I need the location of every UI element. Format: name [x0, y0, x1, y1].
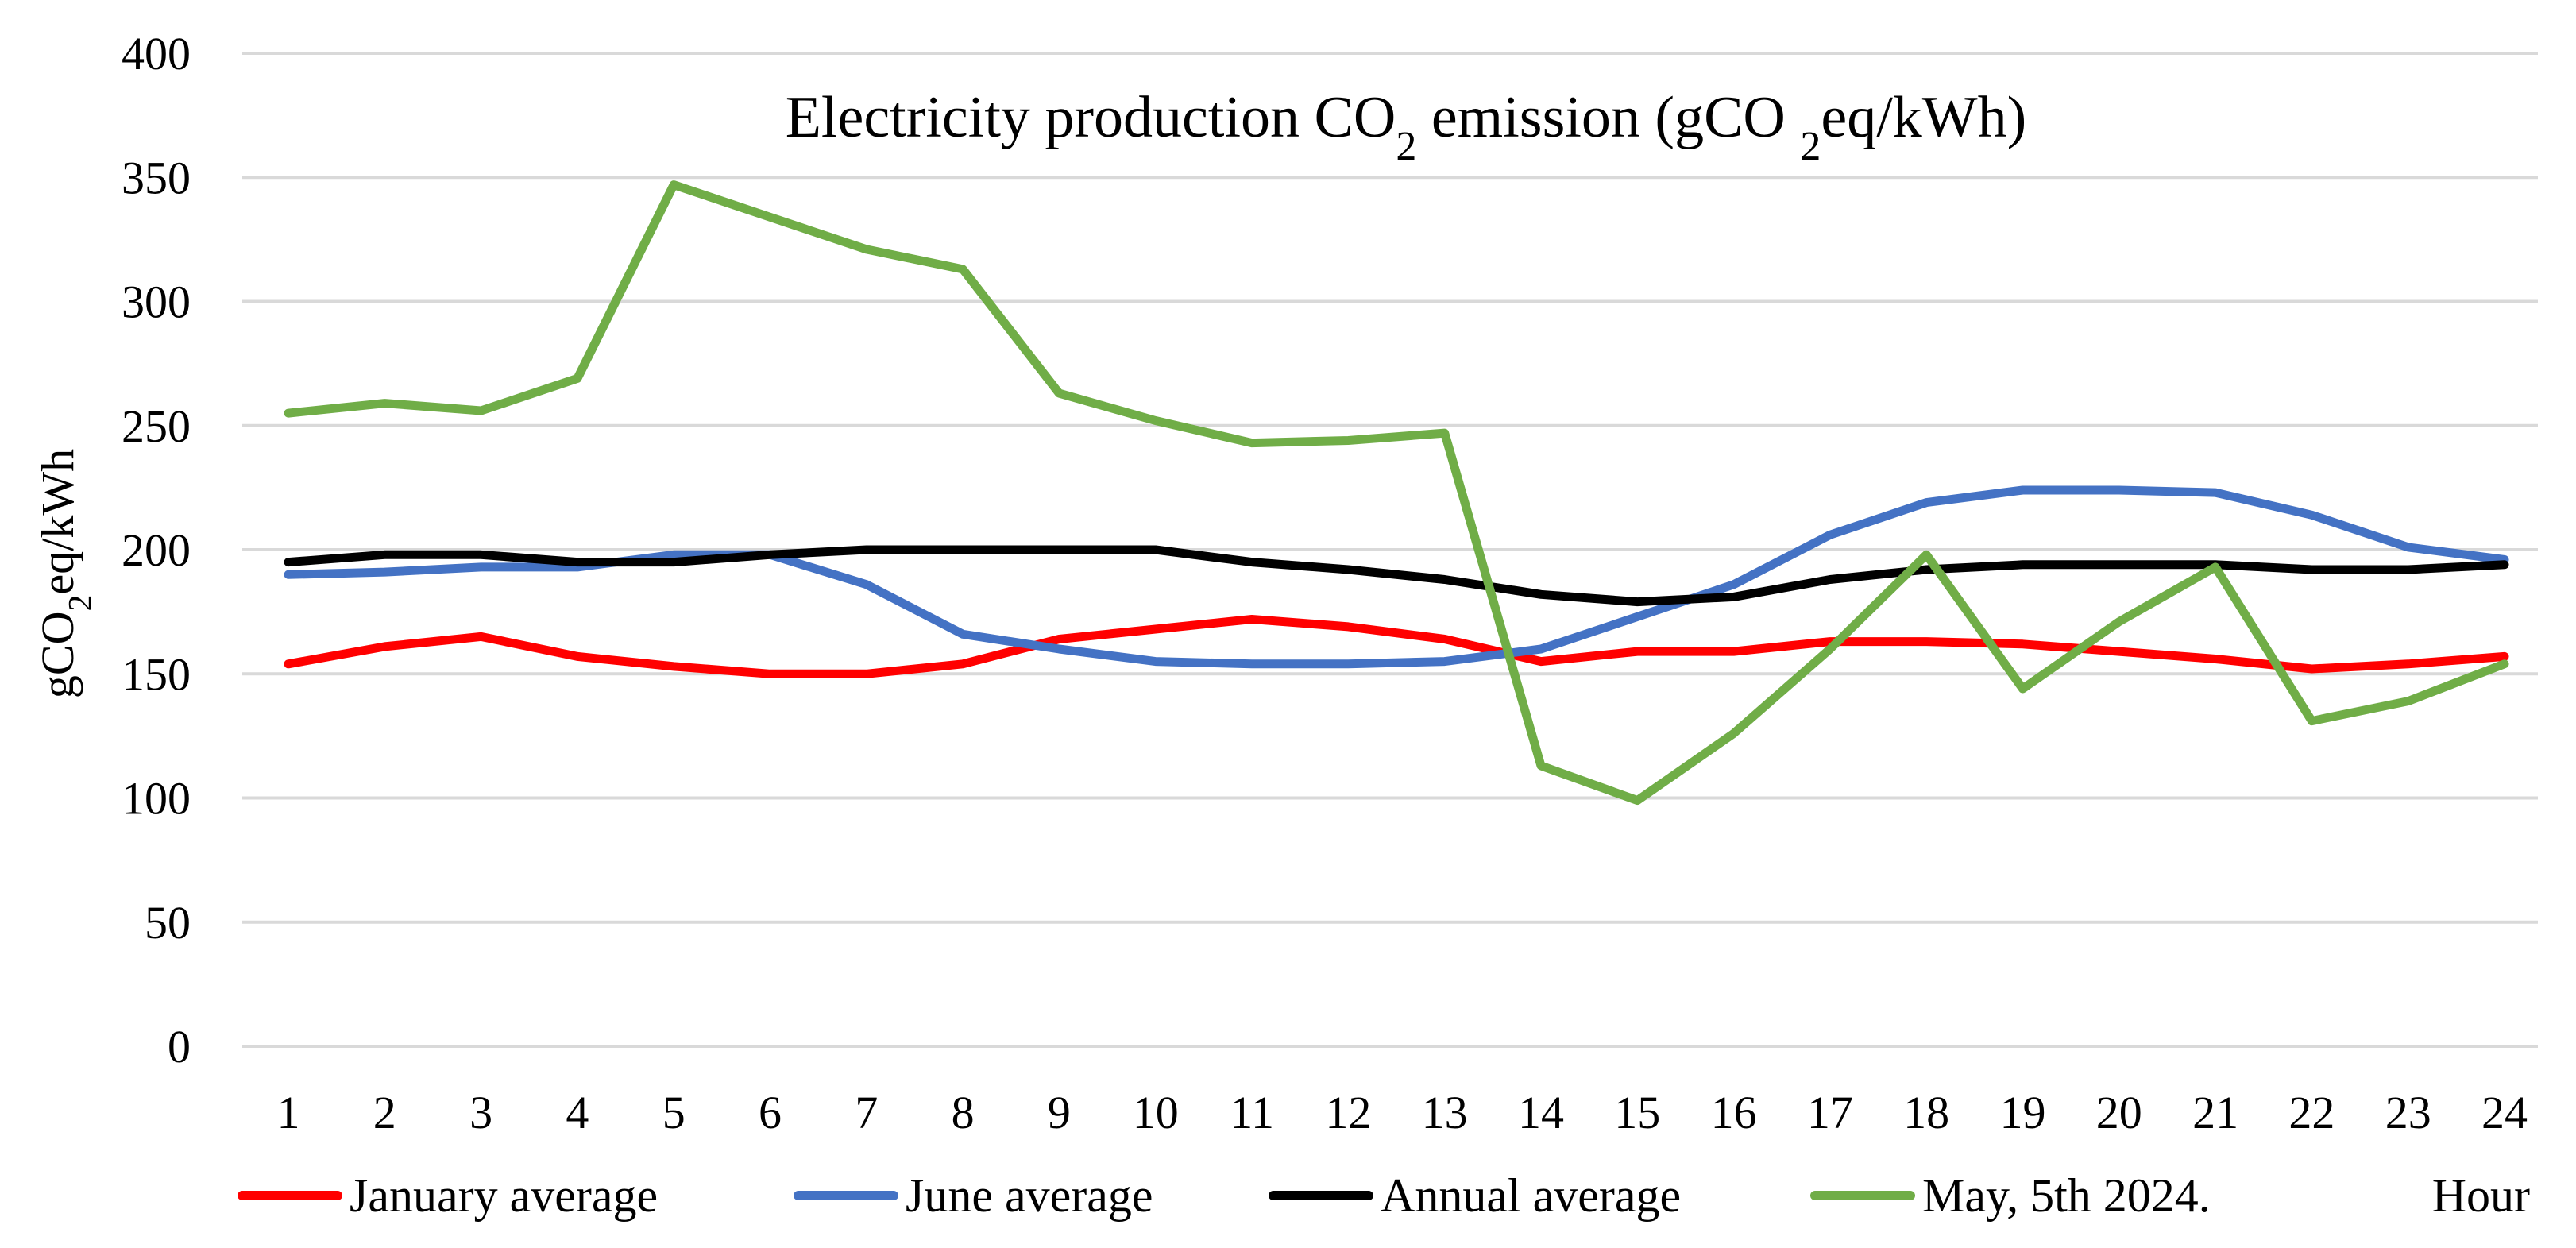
x-tick-label: 13: [1422, 1087, 1468, 1138]
series-line-3: [284, 545, 2509, 607]
legend: January average June average Annual averag…: [238, 1169, 2211, 1222]
y-tick-label: 300: [122, 276, 191, 328]
x-tick-label: 4: [566, 1087, 589, 1138]
x-axis-ticks: 1 2 3 4 5 6 7 8 9 10 11 12 13 14 15 16 17 18 19 20 21 22 23 24: [277, 1087, 2528, 1138]
x-tick-label: 19: [1999, 1087, 2045, 1138]
y-axis-ticks: 0 50 100 150 200 250 300 350 400: [122, 28, 191, 1072]
x-axis-label: Hour: [2432, 1169, 2530, 1222]
x-tick-label: 1: [277, 1087, 300, 1138]
x-tick-label: 15: [1614, 1087, 1660, 1138]
series-line-1: [284, 615, 2509, 678]
legend-label: June average: [906, 1169, 1153, 1222]
y-tick-label: 200: [122, 524, 191, 576]
x-tick-label: 16: [1711, 1087, 1757, 1138]
series-line-4: [284, 180, 2509, 806]
x-tick-label: 18: [1903, 1087, 1949, 1138]
y-tick-label: 400: [122, 28, 191, 79]
x-tick-label: 10: [1133, 1087, 1179, 1138]
x-tick-label: 7: [855, 1087, 878, 1138]
y-tick-label: 100: [122, 773, 191, 825]
x-tick-label: 12: [1325, 1087, 1371, 1138]
x-tick-label: 20: [2096, 1087, 2142, 1138]
chart-title: Electricity production CO2 emission (gCO…: [786, 85, 2027, 169]
gridlines: [242, 52, 2538, 1048]
x-tick-label: 8: [952, 1087, 975, 1138]
y-tick-label: 350: [122, 152, 191, 203]
legend-label: January average: [350, 1169, 658, 1222]
x-tick-label: 23: [2385, 1087, 2431, 1138]
series-lines: [284, 180, 2509, 806]
x-tick-label: 17: [1807, 1087, 1853, 1138]
x-tick-label: 21: [2192, 1087, 2238, 1138]
x-tick-label: 14: [1518, 1087, 1564, 1138]
x-tick-label: 2: [373, 1087, 396, 1138]
x-tick-label: 9: [1048, 1087, 1071, 1138]
y-tick-label: 50: [145, 897, 191, 949]
legend-label: May, 5th 2024.: [1922, 1169, 2211, 1222]
x-tick-label: 5: [662, 1087, 686, 1138]
y-tick-label: 250: [122, 400, 191, 452]
y-tick-label: 0: [168, 1021, 191, 1072]
series-line-2: [284, 485, 2509, 669]
x-tick-label: 22: [2288, 1087, 2335, 1138]
y-axis-label: gCO2eq/kWh: [32, 449, 99, 698]
legend-label: Annual average: [1381, 1169, 1681, 1222]
x-tick-label: 24: [2481, 1087, 2528, 1138]
y-tick-label: 150: [122, 648, 191, 700]
x-tick-label: 11: [1230, 1087, 1274, 1138]
x-tick-label: 3: [469, 1087, 492, 1138]
x-tick-label: 6: [759, 1087, 782, 1138]
